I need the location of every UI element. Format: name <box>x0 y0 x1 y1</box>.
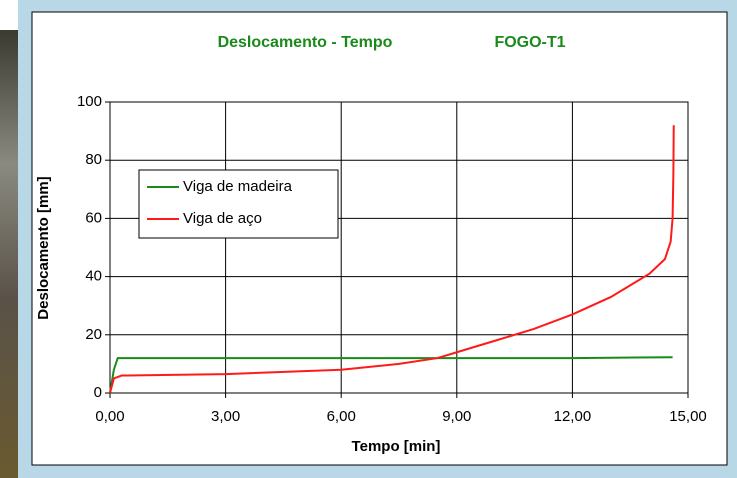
chart: Deslocamento - Tempo FOGO-T1 Tempo [min]… <box>0 0 737 478</box>
chart-subtitle: FOGO-T1 <box>494 34 565 51</box>
y-tick-label: 40 <box>85 268 102 285</box>
chart-title: Deslocamento - Tempo <box>218 34 393 51</box>
y-tick-label: 100 <box>77 93 102 110</box>
legend-label: Viga de aço <box>183 210 262 227</box>
x-tick-label: 9,00 <box>442 408 471 425</box>
x-tick-label: 3,00 <box>211 408 240 425</box>
y-tick-label: 80 <box>85 151 102 168</box>
y-tick-label: 20 <box>85 326 102 343</box>
plot-area <box>110 102 688 393</box>
x-tick-label: 12,00 <box>554 408 592 425</box>
y-axis-label: Deslocamento [mm] <box>35 176 52 319</box>
legend-label: Viga de madeira <box>183 178 293 195</box>
y-tick-label: 0 <box>94 384 102 401</box>
x-tick-label: 6,00 <box>327 408 356 425</box>
x-tick-label: 15,00 <box>669 408 707 425</box>
y-tick-label: 60 <box>85 209 102 226</box>
x-axis-label: Tempo [min] <box>352 438 441 455</box>
x-tick-label: 0,00 <box>95 408 124 425</box>
